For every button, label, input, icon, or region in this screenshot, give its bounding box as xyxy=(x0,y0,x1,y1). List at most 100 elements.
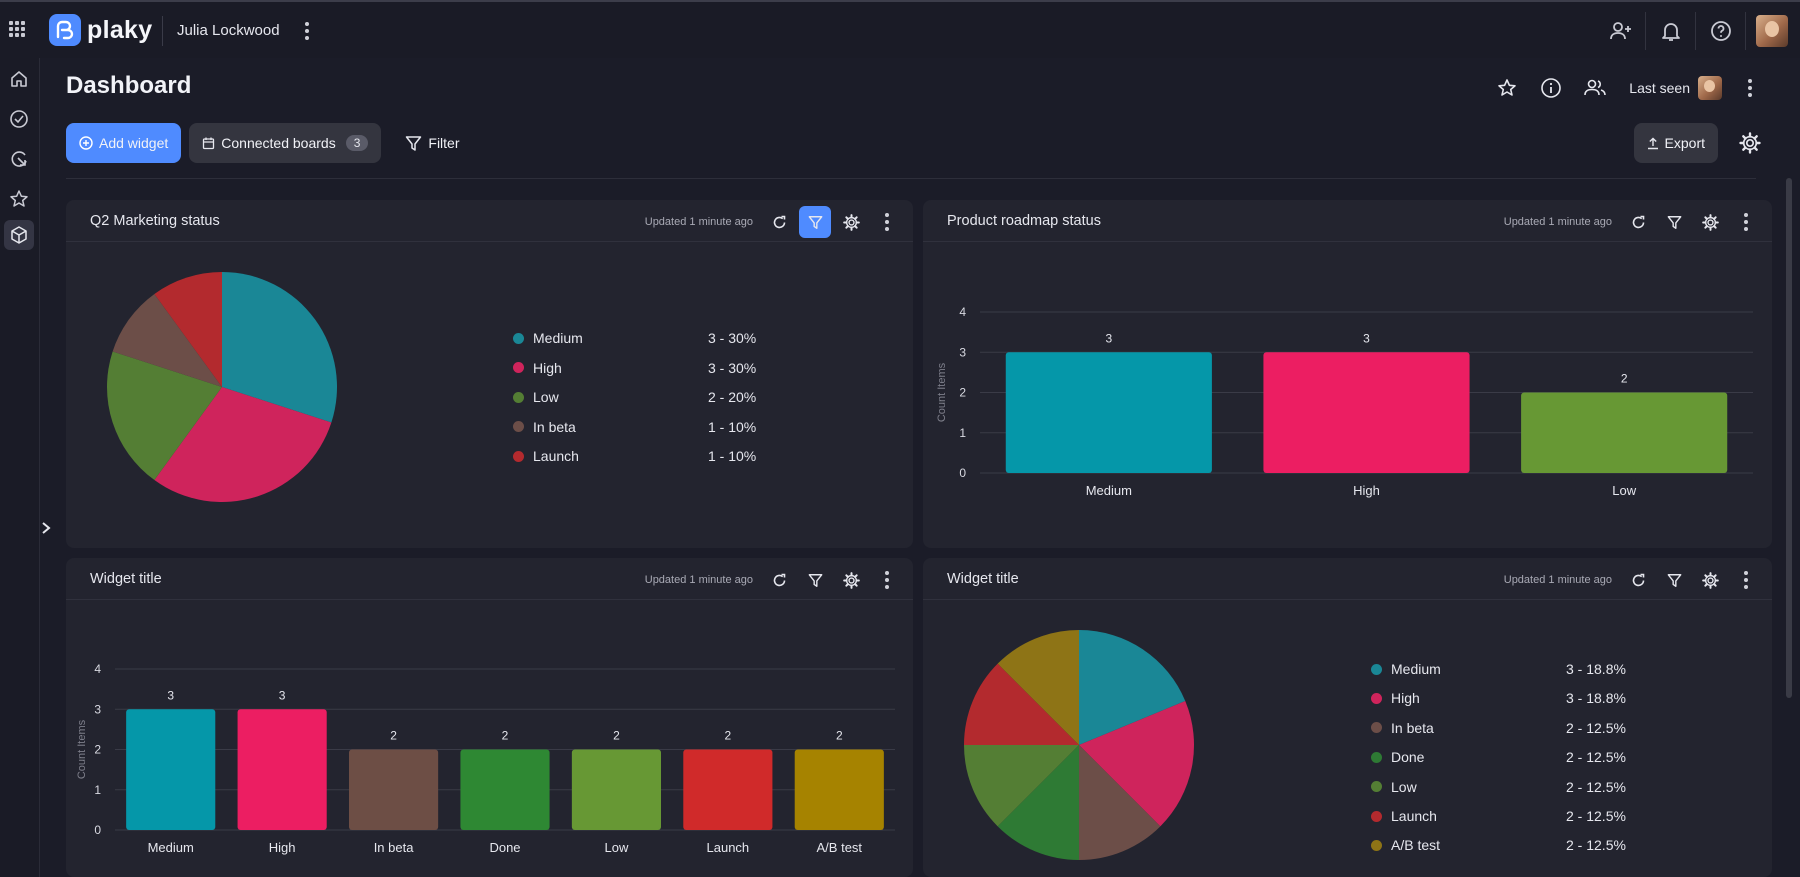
legend-dot xyxy=(513,391,524,403)
y-tick-label: 1 xyxy=(94,783,101,797)
bar-medium[interactable] xyxy=(126,709,216,830)
legend-item[interactable]: Low 2 - 20% xyxy=(513,387,773,407)
export-button[interactable]: Export xyxy=(1633,123,1718,163)
help-icon[interactable] xyxy=(1696,12,1746,50)
expand-sidebar-icon[interactable] xyxy=(36,518,56,538)
info-icon[interactable] xyxy=(1529,70,1573,106)
pie-slice-medium[interactable] xyxy=(1079,630,1186,745)
pie-slice-launch[interactable] xyxy=(964,663,1079,745)
legend-item[interactable]: High 3 - 18.8% xyxy=(1371,688,1631,708)
star-icon[interactable] xyxy=(1485,70,1529,106)
page-scrollbar[interactable] xyxy=(1786,178,1792,698)
bell-icon[interactable] xyxy=(1646,12,1696,50)
y-tick-label: 3 xyxy=(959,345,966,359)
filter-icon xyxy=(406,135,422,151)
widget-more-icon[interactable] xyxy=(1730,564,1762,596)
widget-title[interactable]: Product roadmap status xyxy=(947,212,1101,229)
widget-title[interactable]: Widget title xyxy=(90,570,162,587)
pie-slice-launch[interactable] xyxy=(154,272,222,387)
legend-item[interactable]: High 3 - 30% xyxy=(513,358,773,378)
add-widget-button[interactable]: Add widget xyxy=(66,123,182,163)
legend-item[interactable]: Low 2 - 12.5% xyxy=(1371,777,1631,797)
widget-more-icon[interactable] xyxy=(1730,206,1762,238)
members-icon[interactable] xyxy=(1573,70,1617,106)
bar-done[interactable] xyxy=(460,749,550,831)
main-content: Dashboard Last seen Add widget Connected… xyxy=(57,58,1772,877)
pie-slice-a-b-test[interactable] xyxy=(997,630,1079,745)
widget-title[interactable]: Q2 Marketing status xyxy=(90,212,220,229)
widget-filter-icon[interactable] xyxy=(1658,206,1690,238)
pie-slice-in-beta[interactable] xyxy=(1079,745,1161,860)
widget-header: Widget title Updated 1 minute ago xyxy=(923,558,1772,600)
widget-more-icon[interactable] xyxy=(871,564,903,596)
favorites-icon[interactable] xyxy=(4,184,34,214)
legend-value: 3 - 30% xyxy=(708,330,757,346)
widget-settings-icon[interactable] xyxy=(835,206,867,238)
legend-dot xyxy=(513,332,524,344)
legend-item[interactable]: In beta 1 - 10% xyxy=(513,417,773,437)
legend-dot xyxy=(1371,663,1382,675)
activity-icon[interactable] xyxy=(4,144,34,174)
bar-high[interactable] xyxy=(237,709,327,830)
legend-label: A/B test xyxy=(1391,837,1441,854)
refresh-icon[interactable] xyxy=(1622,564,1654,596)
filter-button[interactable]: Filter xyxy=(389,123,475,163)
settings-gear-icon[interactable] xyxy=(1728,125,1772,161)
workspace-user-name[interactable]: Julia Lockwood xyxy=(177,22,280,39)
dashboard-more-icon[interactable] xyxy=(1728,70,1772,106)
bar-low[interactable] xyxy=(1521,392,1728,474)
legend-value: 2 - 12.5% xyxy=(1566,778,1626,795)
my-work-icon[interactable] xyxy=(4,104,34,134)
bar-medium[interactable] xyxy=(1005,352,1212,473)
widget-filter-icon[interactable] xyxy=(1658,564,1690,596)
legend-dot xyxy=(513,450,524,462)
widget-settings-icon[interactable] xyxy=(835,564,867,596)
legend-dot xyxy=(513,362,524,373)
widget-filter-icon[interactable] xyxy=(799,564,831,596)
legend-item[interactable]: Launch 1 - 10% xyxy=(513,446,773,466)
widget-pie-chart: Widget title Updated 1 minute ago Medium 3 … xyxy=(923,558,1772,877)
widget-filter-icon[interactable] xyxy=(799,206,831,238)
widget-settings-icon[interactable] xyxy=(1694,206,1726,238)
pie-slice-high[interactable] xyxy=(154,387,332,502)
bar-launch[interactable] xyxy=(683,749,773,831)
refresh-icon[interactable] xyxy=(763,206,795,238)
pie-slice-in-beta[interactable] xyxy=(112,293,222,387)
dashboards-icon[interactable] xyxy=(4,220,34,250)
bar-in-beta[interactable] xyxy=(349,749,439,831)
legend-item[interactable]: In beta 2 - 12.5% xyxy=(1371,718,1631,738)
widget-more-icon[interactable] xyxy=(871,206,903,238)
widget-header: Widget title Updated 1 minute ago xyxy=(66,558,913,600)
widget-settings-icon[interactable] xyxy=(1694,564,1726,596)
refresh-icon[interactable] xyxy=(763,564,795,596)
legend-item[interactable]: Done 2 - 12.5% xyxy=(1371,747,1631,767)
bar-value-label: 2 xyxy=(502,729,509,743)
pie-slice-done[interactable] xyxy=(997,745,1079,860)
workspace-more-icon[interactable] xyxy=(305,22,309,40)
legend-item[interactable]: Medium 3 - 18.8% xyxy=(1371,659,1631,679)
legend-item[interactable]: Medium 3 - 30% xyxy=(513,328,773,348)
plus-circle-icon xyxy=(79,136,93,150)
logo[interactable]: plaky xyxy=(49,14,152,46)
app-grid-icon[interactable] xyxy=(9,21,25,37)
bar-a-b-test[interactable] xyxy=(794,749,884,831)
pie-slice-medium[interactable] xyxy=(222,272,337,423)
invite-user-icon[interactable] xyxy=(1596,12,1646,50)
home-icon[interactable] xyxy=(4,64,34,94)
pie-slice-high[interactable] xyxy=(1079,700,1194,827)
bar-value-label: 3 xyxy=(279,688,286,702)
legend-item[interactable]: A/B test 2 - 12.5% xyxy=(1371,835,1631,855)
bar-high[interactable] xyxy=(1263,352,1470,473)
refresh-icon[interactable] xyxy=(1622,206,1654,238)
legend-item[interactable]: Launch 2 - 12.5% xyxy=(1371,806,1631,826)
connected-boards-button[interactable]: Connected boards 3 xyxy=(189,123,382,163)
x-tick-label: High xyxy=(1353,483,1380,498)
widget-title[interactable]: Widget title xyxy=(947,570,1019,587)
last-seen[interactable]: Last seen xyxy=(1617,76,1728,100)
pie-slice-low[interactable] xyxy=(964,745,1079,827)
user-avatar[interactable] xyxy=(1756,15,1788,47)
bar-low[interactable] xyxy=(571,749,661,831)
plaky-logo-icon xyxy=(49,14,81,46)
pie-slice-low[interactable] xyxy=(107,351,222,481)
logo-text: plaky xyxy=(87,15,153,44)
